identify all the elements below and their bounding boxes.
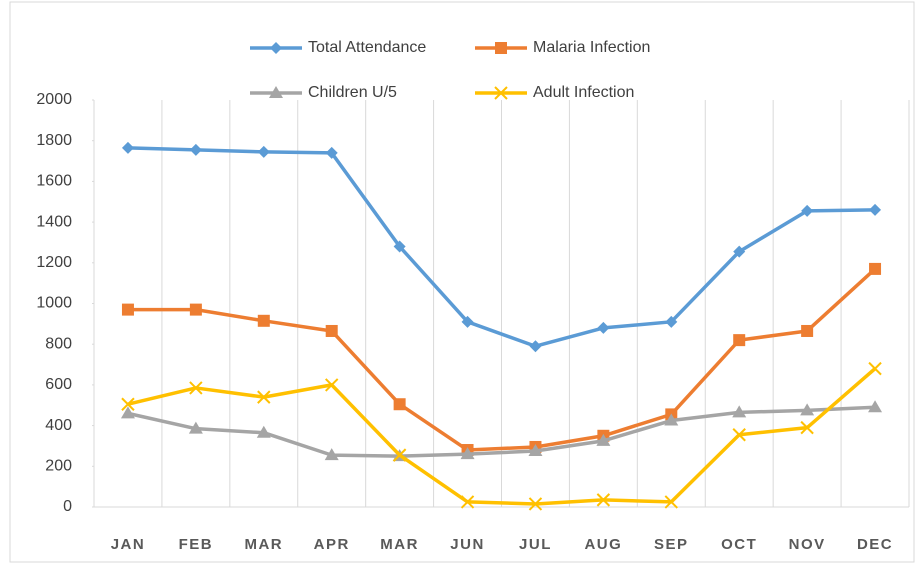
x-tick-label: JUL — [519, 536, 552, 553]
marker — [324, 448, 339, 461]
marker — [495, 42, 507, 54]
marker — [800, 403, 815, 416]
x-tick-label: NOV — [789, 536, 826, 553]
marker — [801, 204, 814, 217]
marker — [732, 405, 747, 418]
x-tick-label: MAR — [244, 536, 283, 553]
marker — [257, 314, 270, 327]
marker — [732, 428, 746, 442]
y-tick-label: 1800 — [36, 132, 72, 149]
marker — [460, 495, 475, 509]
marker — [528, 497, 543, 511]
marker — [121, 397, 135, 411]
marker — [188, 421, 203, 434]
marker — [529, 340, 542, 353]
marker — [868, 361, 882, 376]
legend-item: Children U/5 — [250, 84, 397, 101]
marker — [256, 425, 271, 438]
marker — [392, 448, 407, 462]
x-tick-label: FEB — [179, 536, 214, 553]
marker — [257, 390, 271, 404]
marker — [325, 146, 338, 159]
series-line — [127, 267, 877, 452]
marker — [460, 447, 475, 460]
y-tick-label: 800 — [45, 335, 72, 352]
marker — [597, 321, 610, 334]
x-tick-label: AUG — [584, 536, 622, 553]
y-tick-label: 1400 — [36, 213, 72, 230]
marker — [257, 145, 270, 158]
marker — [596, 493, 611, 507]
series-line — [127, 367, 877, 506]
legend-label: Malaria Infection — [533, 39, 650, 56]
x-tick-label: DEC — [857, 536, 893, 553]
y-tick-label: 600 — [45, 376, 72, 393]
y-tick-label: 2000 — [36, 91, 72, 108]
marker — [528, 444, 543, 457]
y-tick-label: 1000 — [36, 295, 72, 312]
marker — [801, 324, 814, 337]
chart-frame — [9, 1, 915, 563]
legend-label: Children U/5 — [308, 84, 397, 101]
y-tick-label: 0 — [63, 498, 72, 515]
marker — [733, 334, 746, 347]
marker — [121, 141, 134, 154]
marker — [800, 420, 814, 435]
series-line — [127, 146, 876, 348]
marker — [733, 245, 746, 258]
y-tick-label: 200 — [45, 458, 72, 475]
marker — [269, 86, 283, 98]
x-tick-label: OCT — [721, 536, 757, 553]
marker — [461, 315, 474, 328]
marker — [664, 495, 678, 509]
x-tick-label: MAR — [380, 536, 419, 553]
legend-item: Adult Infection — [475, 84, 634, 101]
y-tick-label: 1200 — [36, 254, 72, 271]
x-tick-label: JAN — [111, 536, 146, 553]
marker — [596, 433, 611, 446]
marker — [121, 303, 134, 316]
y-tick-label: 400 — [45, 417, 72, 434]
legend-item: Total Attendance — [250, 39, 426, 56]
legend-label: Adult Infection — [533, 84, 634, 101]
legend-label: Total Attendance — [308, 39, 426, 56]
legend-item: Malaria Infection — [475, 39, 650, 56]
x-tick-label: APR — [314, 536, 350, 553]
y-tick-label: 1600 — [36, 173, 72, 190]
marker — [270, 42, 282, 54]
marker — [120, 406, 135, 419]
marker — [393, 240, 406, 253]
marker — [869, 203, 882, 216]
marker — [868, 400, 883, 413]
series-line — [127, 405, 876, 458]
marker — [869, 262, 882, 275]
marker — [664, 413, 679, 426]
marker — [494, 86, 508, 100]
x-tick-label: SEP — [654, 536, 689, 553]
x-tick-label: JUN — [450, 536, 485, 553]
marker — [189, 143, 202, 156]
marker — [325, 378, 339, 392]
marker — [325, 324, 338, 337]
marker — [189, 381, 203, 395]
marker — [665, 315, 678, 328]
marker — [189, 303, 202, 316]
marker — [393, 398, 406, 411]
